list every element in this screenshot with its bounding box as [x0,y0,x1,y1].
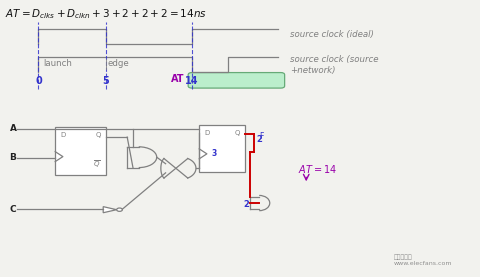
Text: 2: 2 [243,200,249,209]
Text: 电子发烧友
www.elecfans.com: 电子发烧友 www.elecfans.com [394,255,452,266]
Text: 3: 3 [211,149,216,158]
Text: AT: AT [171,75,185,84]
Text: $AT = 14$: $AT = 14$ [298,163,336,175]
Text: source clock (ideal): source clock (ideal) [290,30,374,39]
Text: C: C [10,205,16,214]
Text: 5: 5 [102,76,109,86]
Text: Q: Q [235,130,240,136]
Text: edge: edge [108,59,130,68]
FancyBboxPatch shape [188,73,285,88]
Text: 14: 14 [185,76,199,86]
Text: D: D [60,132,65,138]
Text: F: F [259,132,264,141]
Text: 0: 0 [35,76,42,86]
Text: source clock (source
+network): source clock (source +network) [290,55,379,75]
Text: launch: launch [43,59,72,68]
Text: D: D [204,130,209,136]
Circle shape [117,208,122,211]
Text: B: B [10,153,16,162]
Text: A: A [10,124,17,133]
Text: Q: Q [96,132,101,138]
Bar [55,127,106,175]
Text: $AT = D_{clks} + D_{clkn} + 3 + 2 + 2 + 2 = 14ns$: $AT = D_{clks} + D_{clkn} + 3 + 2 + 2 + … [5,7,207,21]
Bar [199,125,245,172]
Text: 2: 2 [257,135,263,144]
Text: $\overline{Q}$: $\overline{Q}$ [93,158,101,170]
Polygon shape [103,207,117,213]
